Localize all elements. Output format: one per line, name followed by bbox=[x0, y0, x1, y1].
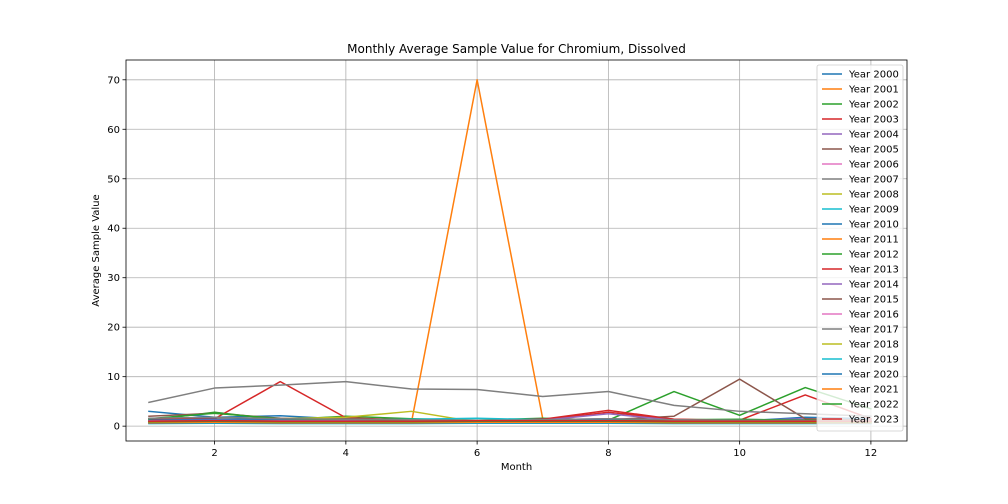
y-tick-label: 10 bbox=[107, 372, 120, 383]
legend-box bbox=[816, 64, 904, 432]
x-tick-label: 8 bbox=[605, 448, 611, 459]
legend-label: Year 2009 bbox=[848, 205, 899, 216]
legend-label: Year 2011 bbox=[848, 235, 899, 246]
axis-ticks: 2 4 6 8 10 12 0 10 20 30 40 50 60 70 bbox=[107, 75, 877, 459]
x-tick-label: 12 bbox=[865, 448, 878, 459]
legend-label: Year 2001 bbox=[848, 85, 899, 96]
legend-label: Year 2000 bbox=[848, 70, 899, 81]
legend-label: Year 2006 bbox=[848, 160, 899, 171]
legend-label: Year 2012 bbox=[848, 250, 899, 261]
y-axis-label: Average Sample Value bbox=[91, 194, 102, 306]
legend: Year 2000 Year 2001 Year 2002 Year 2003 Year… bbox=[816, 64, 904, 432]
legend-label: Year 2003 bbox=[848, 115, 899, 126]
legend-label: Year 2021 bbox=[848, 385, 899, 396]
legend-label: Year 2020 bbox=[848, 370, 899, 381]
legend-label: Year 2017 bbox=[848, 325, 899, 336]
y-tick-label: 60 bbox=[107, 125, 120, 136]
y-tick-label: 20 bbox=[107, 323, 120, 334]
series-line bbox=[148, 380, 872, 418]
plot-frame bbox=[125, 59, 908, 442]
legend-label: Year 2014 bbox=[848, 280, 899, 291]
grid bbox=[126, 60, 907, 441]
legend-label: Year 2013 bbox=[848, 265, 899, 276]
legend-label: Year 2022 bbox=[848, 400, 899, 411]
legend-label: Year 2019 bbox=[848, 355, 899, 366]
legend-label: Year 2004 bbox=[848, 130, 899, 141]
y-tick-label: 40 bbox=[107, 224, 120, 235]
legend-label: Year 2016 bbox=[848, 310, 899, 321]
y-tick-label: 50 bbox=[107, 174, 120, 185]
y-tick-label: 70 bbox=[107, 75, 120, 86]
chart-title: Monthly Average Sample Value for Chromiu… bbox=[347, 42, 686, 56]
y-tick-label: 0 bbox=[114, 422, 120, 433]
legend-label: Year 2008 bbox=[848, 190, 899, 201]
legend-label: Year 2018 bbox=[848, 340, 899, 351]
x-tick-label: 6 bbox=[474, 448, 480, 459]
x-tick-label: 4 bbox=[343, 448, 349, 459]
series-lines bbox=[148, 79, 872, 425]
legend-label: Year 2005 bbox=[848, 145, 899, 156]
legend-label: Year 2015 bbox=[848, 295, 899, 306]
y-tick-label: 30 bbox=[107, 273, 120, 284]
series-line bbox=[148, 419, 872, 422]
legend-label: Year 2002 bbox=[848, 100, 899, 111]
x-tick-label: 2 bbox=[211, 448, 217, 459]
x-axis-label: Month bbox=[501, 462, 532, 473]
legend-label: Year 2010 bbox=[848, 220, 899, 231]
legend-label: Year 2007 bbox=[848, 175, 899, 186]
legend-label: Year 2023 bbox=[848, 415, 899, 426]
x-tick-label: 10 bbox=[733, 448, 746, 459]
